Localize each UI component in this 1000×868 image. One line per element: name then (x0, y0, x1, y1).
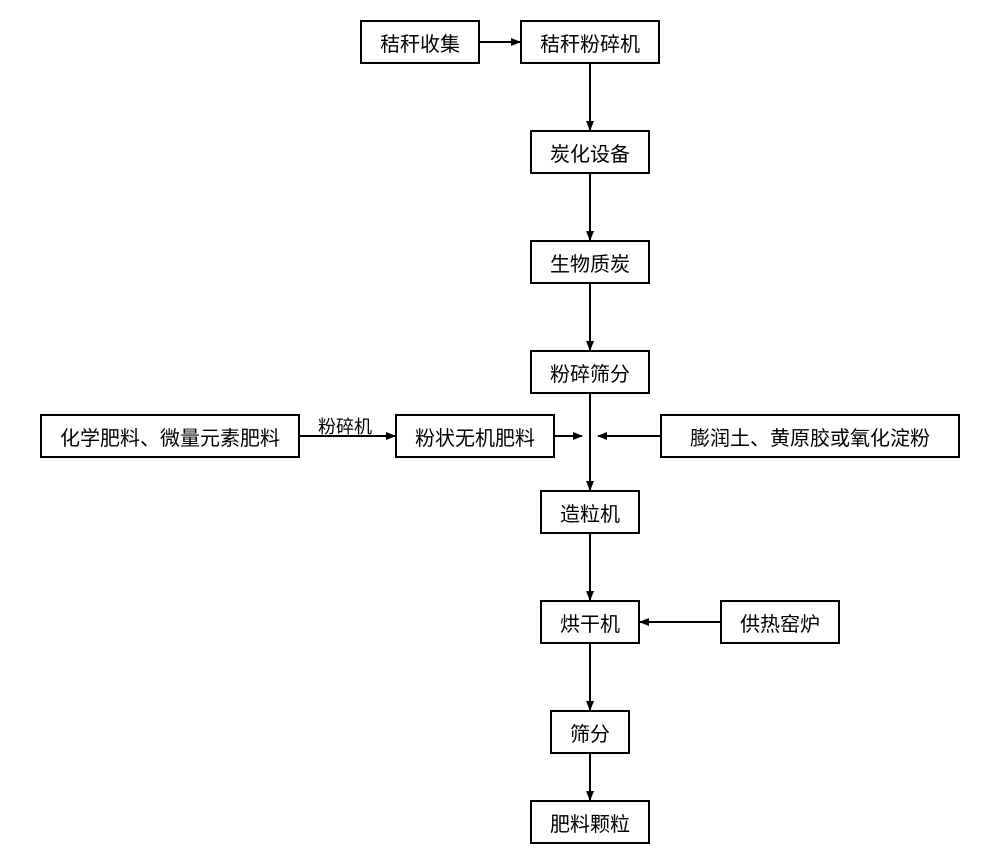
node-label: 筛分 (570, 718, 610, 747)
flowchart-node-n13: 肥料颗粒 (530, 800, 650, 844)
edge-label-5: 粉碎机 (318, 413, 372, 439)
node-label: 粉碎筛分 (550, 358, 630, 387)
flowchart-node-n3: 炭化设备 (530, 130, 650, 174)
node-label: 肥料颗粒 (550, 808, 630, 837)
flowchart-node-n6: 化学肥料、微量元素肥料 (40, 414, 300, 458)
flowchart-node-n11: 供热窑炉 (720, 600, 840, 644)
flowchart-node-n1: 秸秆收集 (360, 20, 480, 64)
flowchart-node-n4: 生物质炭 (530, 240, 650, 284)
node-label: 炭化设备 (550, 138, 630, 167)
flowchart-node-n10: 烘干机 (540, 600, 640, 644)
flowchart-node-n12: 筛分 (550, 710, 630, 754)
flowchart-node-n2: 秸秆粉碎机 (520, 20, 660, 64)
node-label: 秸秆粉碎机 (540, 28, 640, 57)
node-label: 生物质炭 (550, 248, 630, 277)
node-label: 供热窑炉 (740, 608, 820, 637)
flowchart-node-n9: 造粒机 (540, 490, 640, 534)
node-label: 造粒机 (560, 498, 620, 527)
node-label: 膨润土、黄原胶或氧化淀粉 (690, 422, 930, 451)
node-label: 化学肥料、微量元素肥料 (60, 422, 280, 451)
flowchart-node-n5: 粉碎筛分 (530, 350, 650, 394)
flowchart-node-n7: 粉状无机肥料 (395, 414, 555, 458)
node-label: 秸秆收集 (380, 28, 460, 57)
node-label: 烘干机 (560, 608, 620, 637)
node-label: 粉状无机肥料 (415, 422, 535, 451)
flowchart-node-n8: 膨润土、黄原胶或氧化淀粉 (660, 414, 960, 458)
